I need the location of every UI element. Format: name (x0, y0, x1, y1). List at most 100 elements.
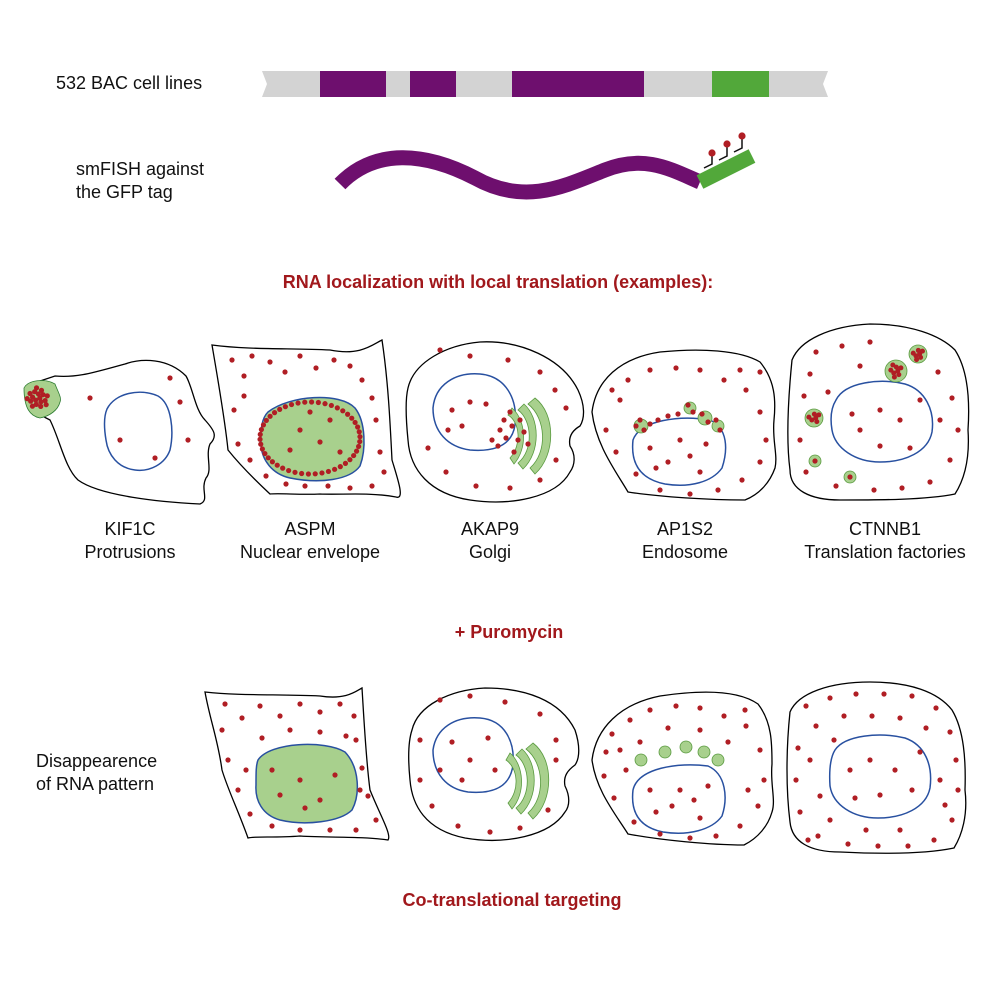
cell-akap9-puromycin (408, 687, 580, 841)
rna-dot (877, 792, 883, 798)
rna-dot (801, 393, 807, 399)
smfish-label: smFISH against the GFP tag (76, 158, 204, 204)
localization-name: Translation factories (804, 542, 966, 562)
rna-dot (467, 757, 473, 763)
rna-dot (305, 471, 312, 477)
rna-dot (356, 429, 362, 435)
rna-dot (552, 387, 558, 393)
rna-dot (947, 729, 953, 735)
rna-dot (905, 843, 911, 849)
rna-dot (545, 807, 551, 813)
rna-dot (507, 409, 513, 415)
rna-dot (625, 377, 631, 383)
rna-dot (892, 767, 898, 773)
rna-dot (302, 483, 308, 489)
rna-dot (222, 701, 228, 707)
bac-cell-lines-label: 532 BAC cell lines (56, 73, 203, 93)
rna-dot (258, 441, 264, 447)
rna-dot (743, 723, 749, 729)
rna-dot (553, 457, 559, 463)
rna-dot (869, 713, 875, 719)
localization-name: Endosome (641, 542, 729, 562)
rna-dot (317, 709, 323, 715)
rna-dot (277, 406, 283, 412)
rna-dot (947, 457, 953, 463)
rna-dot (715, 487, 721, 493)
rna-dot (231, 407, 237, 413)
rna-dot (467, 399, 473, 405)
rna-dot (553, 737, 559, 743)
rna-dot (845, 841, 851, 847)
rna-dot (282, 369, 288, 375)
rna-dot (467, 353, 473, 359)
rna-dot (259, 446, 265, 452)
rna-dot (949, 395, 955, 401)
rna-dot (633, 471, 639, 477)
rna-dot (302, 399, 308, 405)
rna-dot (357, 434, 363, 440)
rna-dot (761, 777, 767, 783)
cell-aspm-puromycin (204, 686, 390, 841)
rna-dot (349, 415, 355, 421)
rna-dot (897, 827, 903, 833)
rna-dot (813, 723, 819, 729)
rna-dot (637, 739, 643, 745)
rna-dot (262, 450, 268, 457)
rna-dot (265, 455, 271, 461)
rna-dot (459, 777, 465, 783)
rna-dot (267, 413, 273, 419)
rna-dot (857, 363, 863, 369)
rna-dot (287, 727, 293, 733)
rna-dot (852, 795, 858, 801)
rna-dot (297, 353, 303, 359)
rna-dot (332, 772, 338, 778)
rna-dot (280, 465, 286, 471)
rna-dot (937, 417, 943, 423)
rna-dot (613, 449, 619, 455)
rna-dot (247, 457, 253, 463)
rna-dot (685, 402, 691, 408)
rna-dot (509, 423, 515, 429)
rna-dot (603, 749, 609, 755)
cell-ap1s2-endosome (591, 349, 777, 501)
rna-dot (617, 397, 623, 403)
rna-dot (867, 339, 873, 345)
rna-dot (955, 787, 961, 793)
rna-dot (888, 367, 894, 373)
gene-name: AP1S2 (656, 519, 714, 539)
rna-dot (657, 831, 663, 837)
rna-dot (325, 483, 331, 489)
rna-dot (117, 437, 123, 443)
rna-dot (42, 397, 48, 404)
rna-dot (899, 485, 905, 491)
rna-dot (713, 417, 719, 423)
rna-dot (665, 413, 671, 419)
rna-dot (33, 385, 40, 391)
rna-dot (617, 747, 623, 753)
rna-dot (815, 833, 821, 839)
rna-dot (501, 417, 507, 423)
rna-dot (525, 441, 531, 447)
rna-dot (633, 423, 639, 429)
rna-dot (739, 477, 745, 483)
heading-local-translation: RNA localization with local translation … (282, 272, 714, 292)
rna-dot (357, 787, 363, 793)
rna-dot (942, 802, 948, 808)
rna-dot (308, 399, 315, 405)
rna-dot (918, 354, 924, 360)
cell-label-ap1s2: AP1S2 Endosome (615, 518, 755, 564)
rna-dot (377, 449, 383, 455)
rna-dot (337, 449, 343, 455)
disappearance-line2: of RNA pattern (36, 774, 155, 794)
rna-dot (425, 445, 431, 451)
rna-dot (721, 713, 727, 719)
rna-dot (812, 458, 818, 464)
rna-dot (274, 462, 280, 468)
rna-dot (896, 372, 902, 378)
rna-dot (38, 403, 44, 409)
rna-dot (743, 387, 749, 393)
rna-dot (260, 422, 267, 428)
rna-dot (473, 483, 479, 489)
rna-dot (277, 792, 283, 798)
rna-dot (29, 403, 36, 409)
